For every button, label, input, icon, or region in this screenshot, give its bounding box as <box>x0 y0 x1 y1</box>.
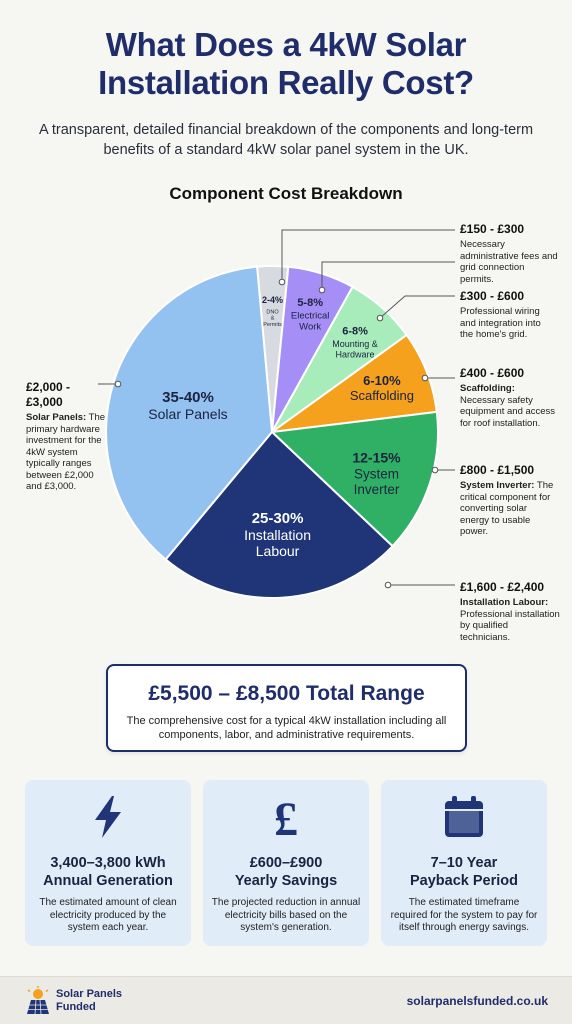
annotation-solar-panels: £2,000 - £3,000 Solar Panels: The primar… <box>26 380 106 493</box>
annotation-scaffolding: £400 - £600 Scaffolding: Necessary safet… <box>460 366 556 429</box>
solar-panel-logo-icon <box>27 986 49 1015</box>
pie-chart: 2-4% DNO & Permits 5-8% Electrical Work 6-8% Mou… <box>98 229 455 599</box>
page-subtitle: A transparent, detailed financial breakd… <box>38 122 534 158</box>
svg-text:£: £ <box>274 793 298 842</box>
leader-dot-3 <box>421 374 429 382</box>
leader-line-0 <box>281 229 455 282</box>
footer-brand: Solar Panels Funded <box>56 988 123 1013</box>
lightning-icon <box>95 796 121 838</box>
leader-line-2 <box>379 295 455 319</box>
stat-value: 3,400–3,800 kWh <box>50 855 166 871</box>
annotation-desc-bold: System Inverter: <box>460 480 535 491</box>
annotation-desc-text: Necessary safety equipment and access fo… <box>460 394 556 429</box>
leader-dot-1 <box>318 286 326 294</box>
annotation-labour: £1,600 - £2,400 Installation Labour: Pro… <box>460 580 560 643</box>
footer: Solar Panels Funded solarpanelsfunded.co… <box>0 976 572 1024</box>
leader-line-1 <box>321 261 455 290</box>
total-range-amount: £5,500 – £8,500 Total Range <box>148 682 425 705</box>
stat-desc: The estimated timeframe required for the… <box>390 897 538 933</box>
annotation-desc-text: The critical component for converting so… <box>460 480 554 537</box>
annotation-desc: Installation Labour: Professional instal… <box>460 597 560 643</box>
pie-label-4: 12-15% System Inverter <box>352 449 401 497</box>
leader-dot-2 <box>376 314 384 322</box>
stat-card-payback: 7–10 Year Payback Period The estimated t… <box>381 780 547 946</box>
stat-label: Annual Generation <box>43 873 173 889</box>
annotation-desc: System Inverter: The critical component … <box>460 480 556 538</box>
annotation-range: £2,000 - £3,000 <box>26 380 71 409</box>
leader-dot-0 <box>278 278 286 286</box>
annotation-range: £400 - £600 <box>460 366 525 380</box>
annotation-range: £1,600 - £2,400 <box>460 580 545 594</box>
annotation-range: £300 - £600 <box>460 289 525 303</box>
footer-url-link[interactable]: solarpanelsfunded.co.uk <box>406 994 548 1008</box>
pie-label-0: 2-4% DNO & Permits <box>262 295 283 328</box>
annotation-electrical: £300 - £600 Professional wiring and inte… <box>460 289 556 341</box>
annotation-desc: Necessary administrative fees and grid c… <box>460 239 558 285</box>
annotation-desc: Scaffolding: Necessary safety equipment … <box>460 383 556 429</box>
pie-slice-5 <box>164 430 394 599</box>
chart-title: Component Cost Breakdown <box>169 184 403 203</box>
annotation-range: £150 - £300 <box>460 222 525 236</box>
stat-card-generation: 3,400–3,800 kWh Annual Generation The es… <box>25 780 191 946</box>
stat-desc: The estimated amount of clean electricit… <box>39 897 177 933</box>
annotation-desc-bold: Solar Panels: <box>26 412 87 423</box>
stat-value: 7–10 Year <box>430 855 498 871</box>
annotation-desc-text: Professional installation by qualified t… <box>460 608 560 643</box>
annotation-range: £800 - £1,500 <box>460 463 535 477</box>
stat-value: £600–£900 <box>249 855 323 871</box>
annotation-desc: Solar Panels: The primary hardware inves… <box>26 412 106 493</box>
pound-icon: £ <box>274 793 298 842</box>
stat-desc: The projected reduction in annual electr… <box>211 897 361 933</box>
pie-label-3: 6-10% Scaffolding <box>350 373 414 403</box>
pie-label-1: 5-8% Electrical Work <box>291 297 330 333</box>
annotation-desc-bold: Scaffolding: <box>460 383 515 394</box>
annotation-desc: Professional wiring and integration into… <box>460 306 541 340</box>
pie-slice-4 <box>269 410 439 548</box>
stat-card-savings: £ £600–£900 Yearly Savings The projected… <box>203 780 369 946</box>
pie-label-5: 25-30% Installation Labour <box>244 510 311 559</box>
page-title: What Does a 4kW Solar Installation Reall… <box>98 26 474 101</box>
calendar-icon <box>445 796 483 837</box>
pie-slice-6 <box>105 265 274 561</box>
leader-dot-4 <box>431 466 439 474</box>
pie-label-6: 35-40% Solar Panels <box>148 389 227 422</box>
annotation-desc-bold: Installation Labour: <box>460 597 549 608</box>
annotation-dno: £150 - £300 Necessary administrative fee… <box>460 222 560 285</box>
stat-label: Payback Period <box>410 873 518 889</box>
total-range-description: The comprehensive cost for a typical 4kW… <box>126 715 447 741</box>
leader-dot-6 <box>114 380 122 388</box>
annotation-inverter: £800 - £1,500 System Inverter: The criti… <box>460 463 556 538</box>
annotation-desc-text: The primary hardware investment for the … <box>26 412 106 492</box>
pie-label-2: 6-8% Mounting & Hardware <box>332 326 378 360</box>
leader-dot-5 <box>384 581 392 589</box>
stat-label: Yearly Savings <box>234 873 338 889</box>
total-range-box: £5,500 – £8,500 Total Range The comprehe… <box>106 664 467 752</box>
